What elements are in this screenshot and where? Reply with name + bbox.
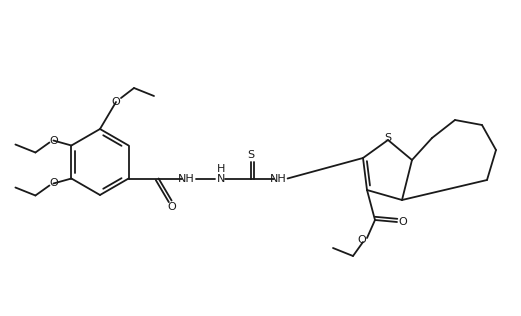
Text: O: O (111, 97, 120, 107)
Text: H: H (216, 163, 225, 173)
Text: O: O (49, 179, 58, 189)
Text: O: O (357, 235, 366, 245)
Text: O: O (167, 202, 176, 211)
Text: O: O (399, 217, 407, 227)
Text: NH: NH (270, 173, 287, 184)
Text: O: O (49, 136, 58, 145)
Text: S: S (247, 150, 254, 161)
Text: N: N (216, 173, 225, 184)
Text: S: S (384, 133, 392, 143)
Text: NH: NH (178, 173, 195, 184)
